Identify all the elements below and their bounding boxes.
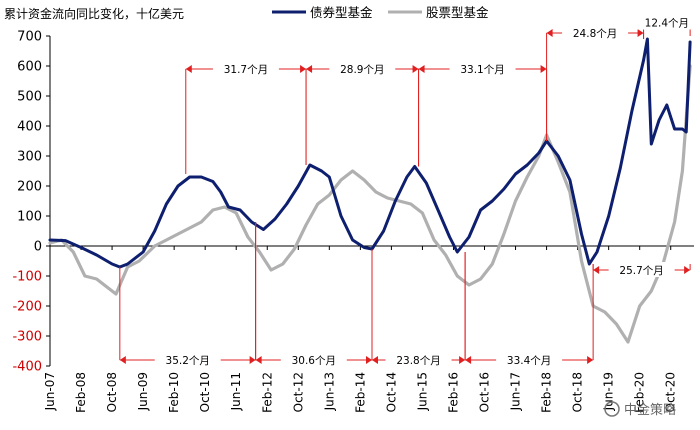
legend-label-bond: 债券型基金 <box>310 5 373 20</box>
annotation-label-bg <box>329 61 396 76</box>
y-tick-label: 400 <box>17 120 42 135</box>
annotation-arrow-left <box>418 65 425 73</box>
annotation-label-bg <box>562 25 629 40</box>
annotation-arrow-left <box>185 65 192 73</box>
x-tick-label: Feb-10 <box>167 372 181 413</box>
annotation-label: 30.6个月 <box>292 355 336 367</box>
wechat-icon <box>604 401 620 417</box>
y-tick-label: -300 <box>12 330 42 345</box>
x-tick-label: Oct-08 <box>105 372 119 412</box>
annotation-arrow-right <box>637 29 644 37</box>
x-tick-label: Oct-12 <box>291 372 305 412</box>
y-tick-label: 600 <box>17 60 42 75</box>
y-tick-label: 700 <box>17 30 42 45</box>
annotation-arrow-right <box>412 65 419 73</box>
annotation-arrow-left <box>372 356 378 364</box>
series-line-equity <box>48 64 692 344</box>
annotation-label: 12.4个月 <box>645 18 689 30</box>
y-tick-label: 0 <box>34 240 42 255</box>
x-tick-label: Jun-09 <box>136 372 150 411</box>
annotation-arrow-left <box>546 29 553 37</box>
y-tick-label: 500 <box>17 90 42 105</box>
x-tick-label: Feb-12 <box>260 372 274 413</box>
annotation-arrow-right <box>540 65 547 73</box>
annotation-arrow-right <box>459 356 466 364</box>
x-tick-label: Jun-19 <box>602 372 616 411</box>
annotation-label: 23.8个月 <box>396 355 440 367</box>
annotation-arrow-left <box>593 266 600 274</box>
annotation-label: 33.1个月 <box>460 64 504 76</box>
annotation-label-bg <box>608 262 675 277</box>
legend-label-equity: 股票型基金 <box>426 5 489 20</box>
y-tick-label: -200 <box>12 300 42 315</box>
legend: 债券型基金 股票型基金 <box>272 5 489 20</box>
annotation-layer: 31.7个月 28.9个月 33.1个月 24.8个月 12.4个月 35.2个月 30.6… <box>119 14 700 367</box>
y-tick-label: -100 <box>12 270 42 285</box>
y-tick-label: 200 <box>17 180 42 195</box>
x-tick-label: Oct-14 <box>384 372 398 412</box>
annotation-arrow-left <box>119 356 126 364</box>
watermark-text: 中金策略 <box>624 402 676 418</box>
annotation-label: 24.8个月 <box>573 28 617 40</box>
annotation-arrow-right <box>366 356 372 364</box>
y-tick-label: -400 <box>12 360 42 375</box>
watermark: 中金策略 <box>604 401 676 418</box>
annotation-label-bg <box>385 352 452 367</box>
annotation-label: 28.9个月 <box>340 64 384 76</box>
x-tick-label: Feb-20 <box>633 372 647 413</box>
axes: 7006005004003002001000-100-200-300-400Ju… <box>12 30 694 413</box>
x-tick-label: Jun-13 <box>322 372 336 411</box>
x-tick-label: Oct-16 <box>478 372 492 412</box>
annotation-arrow-right <box>587 356 594 364</box>
annotation-arrow-left <box>465 356 472 364</box>
annotation-label: 35.2个月 <box>166 355 210 367</box>
x-tick-label: Oct-18 <box>571 372 585 412</box>
annotation-arrow-right <box>249 356 256 364</box>
x-tick-label: Feb-18 <box>540 372 554 413</box>
series-layer <box>48 37 692 344</box>
x-tick-label: Jun-17 <box>509 372 523 411</box>
x-tick-label: Feb-14 <box>353 372 367 413</box>
annotation-arrow-left <box>255 356 262 364</box>
x-tick-label: Oct-20 <box>664 372 678 412</box>
annotation-arrow-right <box>300 65 307 73</box>
annotation-label-bg <box>154 352 221 367</box>
series-line-bond <box>48 37 692 269</box>
x-tick-label: Feb-16 <box>446 372 460 413</box>
chart-title: 累计资金流向同比变化，十亿美元 <box>4 6 184 21</box>
annotation-label-bg <box>280 352 347 367</box>
annotation-label: 33.4个月 <box>507 355 551 367</box>
x-tick-label: Oct-10 <box>198 372 212 412</box>
y-tick-label: 300 <box>17 150 42 165</box>
annotation-label-bg <box>633 14 700 30</box>
x-tick-label: Feb-08 <box>74 372 88 413</box>
annotation-label-bg <box>449 61 516 76</box>
y-tick-label: 100 <box>17 210 42 225</box>
annotation-arrow-right <box>684 266 691 274</box>
annotation-label-bg <box>496 352 563 367</box>
annotation-label: 31.7个月 <box>224 64 268 76</box>
x-tick-label: Jun-15 <box>415 372 429 411</box>
annotation-label-bg <box>212 61 279 76</box>
annotation-arrow-left <box>306 65 313 73</box>
x-tick-label: Jun-11 <box>229 372 243 411</box>
annotation-label: 25.7个月 <box>619 265 663 277</box>
x-tick-label: Jun-07 <box>43 372 57 411</box>
